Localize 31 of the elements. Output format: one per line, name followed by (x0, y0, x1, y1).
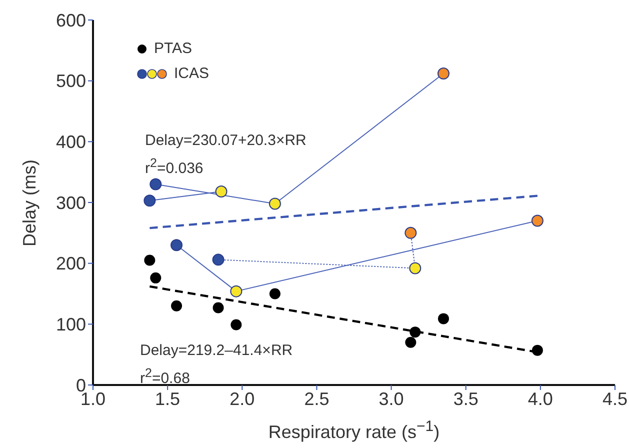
point (410, 326, 421, 338)
annotation: Delay=219.2–41.4×RR (140, 342, 293, 360)
point (150, 272, 162, 284)
point (230, 319, 242, 330)
x-tick-label: 4.5 (602, 388, 628, 409)
legend-label: PTAS (154, 39, 192, 59)
point (532, 344, 543, 356)
annotation: r$^{2}$=0.68 (140, 365, 190, 388)
y-tick-label: 600 (56, 10, 86, 30)
y-tick-label: 400 (56, 132, 86, 152)
legend-label: ICAS (174, 64, 210, 84)
point (438, 313, 449, 324)
point (212, 302, 224, 314)
x-tick-label: 3.5 (453, 388, 478, 409)
point (144, 254, 156, 266)
annotation: Delay=230.07+20.3×RR (145, 132, 306, 150)
x-axis-title: Respiratory rate (s$^{−1}$) (267, 418, 441, 443)
y-tick-label: 300 (56, 192, 86, 213)
x-tick-label: 2.5 (304, 388, 330, 409)
x-tick-label: 1.5 (155, 388, 180, 409)
annotation: r$^{2}$=0.036 (145, 155, 204, 178)
point (269, 288, 280, 300)
point (405, 336, 416, 348)
y-tick-label: 200 (56, 254, 86, 274)
x-tick-label: 4.0 (528, 388, 553, 409)
y-tick-label: 100 (56, 314, 86, 335)
y-tick-label: 500 (56, 71, 86, 92)
x-tick-label: 3.0 (378, 388, 404, 409)
point (171, 300, 182, 312)
y-axis-title: Delay (ms) (20, 158, 40, 246)
x-tick-label: 2.0 (230, 388, 255, 409)
